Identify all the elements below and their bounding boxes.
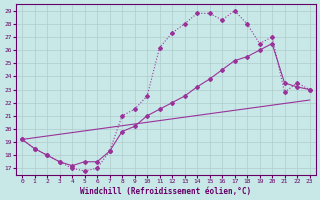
X-axis label: Windchill (Refroidissement éolien,°C): Windchill (Refroidissement éolien,°C) (80, 187, 252, 196)
